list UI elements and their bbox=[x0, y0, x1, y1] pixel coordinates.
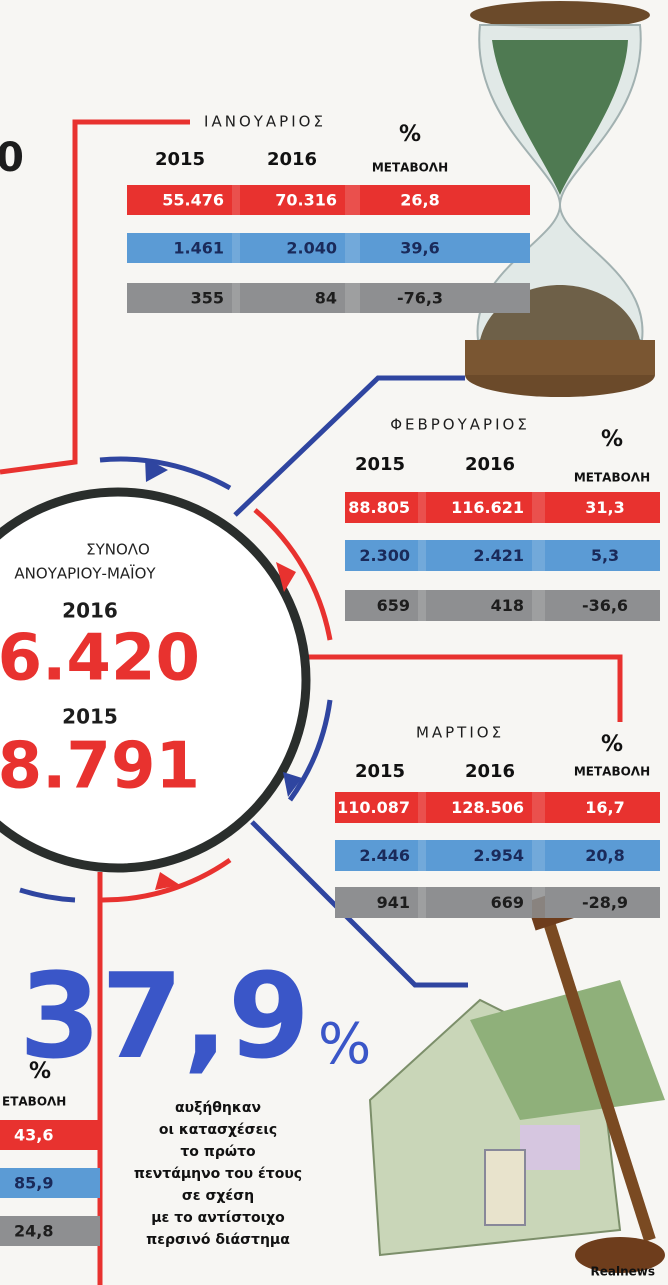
cell-value: 355 bbox=[191, 289, 224, 308]
caption-line: οι κατασχέσεις bbox=[159, 1122, 277, 1138]
heading-fragment: 0 bbox=[0, 135, 24, 181]
year-header: 2016 bbox=[465, 454, 515, 475]
change-header: ΜΕΤΑΒΟΛΗ bbox=[372, 161, 448, 175]
cell-value: 88.805 bbox=[348, 498, 410, 517]
caption-line: πεντάμηνο του έτους bbox=[134, 1166, 302, 1182]
total-period: ΑΝΟΥΑΡΙΟΥ-ΜΑΪΟΥ bbox=[14, 564, 156, 583]
total-year: 2015 bbox=[62, 705, 118, 729]
cell bbox=[360, 185, 530, 215]
cell bbox=[360, 283, 530, 313]
cell-value: 5,3 bbox=[591, 546, 619, 565]
cell-value: -76,3 bbox=[397, 289, 443, 308]
total-year: 2016 bbox=[62, 599, 118, 623]
cell-value: 2.954 bbox=[473, 846, 524, 865]
cell-value: 2.446 bbox=[359, 846, 410, 865]
month-title: ΜΑΡΤΙΟΣ bbox=[416, 724, 504, 742]
cell-value: 116.621 bbox=[451, 498, 524, 517]
pct-header: % bbox=[601, 732, 623, 757]
cell-value: 2.040 bbox=[286, 239, 337, 258]
cell-value: 26,8 bbox=[400, 191, 439, 210]
cell-value: 31,3 bbox=[585, 498, 624, 517]
page: 0 ΣΥΝΟΛΟ ΑΝΟΥΑΡΙΟΥ-ΜΑΪΟΥ 2016 36.420 201… bbox=[0, 0, 668, 1285]
total-value: 88.791 bbox=[0, 730, 200, 804]
cell-value: 418 bbox=[491, 596, 524, 615]
change-header: ΜΕΤΑΒΟΛΗ bbox=[574, 471, 650, 485]
infographic: 0 ΣΥΝΟΛΟ ΑΝΟΥΑΡΙΟΥ-ΜΑΪΟΥ 2016 36.420 201… bbox=[0, 0, 668, 1285]
pct-header: % bbox=[29, 1059, 51, 1084]
cell-value: 85,9 bbox=[14, 1174, 53, 1193]
caption-line: το πρώτο bbox=[180, 1144, 256, 1160]
month-title: ΦΕΒΡΟΥΑΡΙΟΣ bbox=[390, 416, 530, 434]
cell-value: -36,6 bbox=[582, 596, 628, 615]
cell-value: 110.087 bbox=[337, 798, 410, 817]
caption-line: σε σχέση bbox=[182, 1188, 254, 1204]
highlight-value: 37,9 bbox=[19, 947, 310, 1085]
caption-line: αυξήθηκαν bbox=[175, 1100, 261, 1116]
cell-value: 16,7 bbox=[585, 798, 624, 817]
cell-value: 669 bbox=[491, 893, 524, 912]
cell-value: 128.506 bbox=[451, 798, 524, 817]
cell bbox=[360, 233, 530, 263]
total-value: 36.420 bbox=[0, 622, 200, 696]
caption-line: με το αντίστοιχο bbox=[151, 1210, 285, 1226]
year-header: 2015 bbox=[355, 454, 405, 475]
year-header: 2015 bbox=[355, 761, 405, 782]
cell-value: 941 bbox=[377, 893, 410, 912]
month-title: ΙΑΝΟΥΑΡΙΟΣ bbox=[204, 113, 326, 131]
cell-value: 24,8 bbox=[14, 1222, 53, 1241]
year-header: 2016 bbox=[465, 761, 515, 782]
cell-value: 84 bbox=[315, 289, 337, 308]
cell-value: -28,9 bbox=[582, 893, 628, 912]
pct-header: % bbox=[601, 427, 623, 452]
pct-header: % bbox=[399, 122, 421, 147]
cell-value: 70.316 bbox=[275, 191, 337, 210]
cell-value: 2.421 bbox=[473, 546, 524, 565]
cell-value: 43,6 bbox=[14, 1126, 53, 1145]
change-header: ΕΤΑΒΟΛΗ bbox=[2, 1095, 66, 1109]
year-header: 2015 bbox=[155, 149, 205, 170]
cell-value: 1.461 bbox=[173, 239, 224, 258]
credit: Realnews bbox=[591, 1265, 656, 1279]
change-header: ΜΕΤΑΒΟΛΗ bbox=[574, 765, 650, 779]
year-header: 2016 bbox=[267, 149, 317, 170]
cell-value: 659 bbox=[377, 596, 410, 615]
cell-value: 2.300 bbox=[359, 546, 410, 565]
cell-value: 55.476 bbox=[162, 191, 224, 210]
cell-value: 20,8 bbox=[585, 846, 624, 865]
cell-value: 39,6 bbox=[400, 239, 439, 258]
caption-line: περσινό διάστημα bbox=[146, 1232, 290, 1248]
total-label: ΣΥΝΟΛΟ bbox=[86, 541, 150, 559]
highlight-unit: % bbox=[318, 1012, 371, 1077]
